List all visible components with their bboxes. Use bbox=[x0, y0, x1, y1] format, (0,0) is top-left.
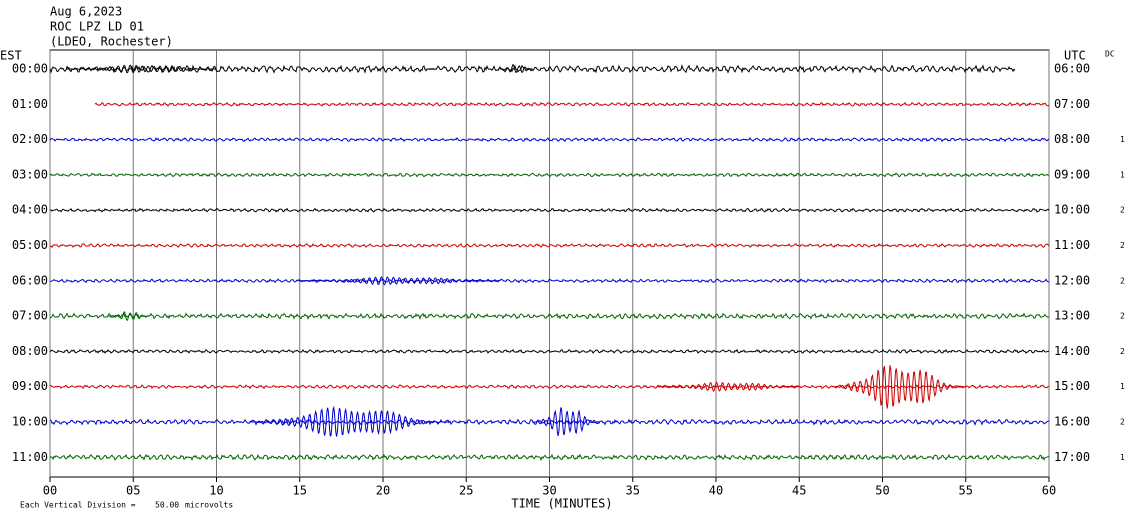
x-tick-label: 00 bbox=[43, 484, 57, 498]
trace bbox=[49, 312, 1050, 321]
burst bbox=[66, 64, 217, 74]
dc-value: 2 bbox=[1120, 206, 1125, 215]
x-tick-label: 40 bbox=[709, 484, 723, 498]
utc-label: 15:00 bbox=[1054, 379, 1090, 393]
est-label: 07:00 bbox=[12, 309, 48, 323]
burst bbox=[108, 310, 150, 322]
utc-label: 13:00 bbox=[1054, 309, 1090, 323]
trace bbox=[49, 136, 1050, 143]
left-zone: EST bbox=[0, 49, 22, 63]
utc-label: 10:00 bbox=[1054, 203, 1090, 217]
trace bbox=[49, 242, 1050, 248]
scale-unit: microvolts bbox=[185, 501, 233, 510]
scale-text: Each Vertical Division = bbox=[20, 501, 136, 510]
x-tick-label: 35 bbox=[626, 484, 640, 498]
trace bbox=[49, 418, 1050, 426]
burst bbox=[299, 276, 500, 286]
trace bbox=[49, 172, 1050, 178]
utc-label: 14:00 bbox=[1054, 344, 1090, 358]
est-label: 02:00 bbox=[12, 132, 48, 146]
x-tick-label: 10 bbox=[209, 484, 223, 498]
x-tick-label: 05 bbox=[126, 484, 140, 498]
dc-value: 1 bbox=[1120, 135, 1125, 144]
trace bbox=[94, 101, 1050, 107]
x-tick-label: 50 bbox=[875, 484, 889, 498]
header-line: Aug 6,2023 bbox=[50, 5, 122, 19]
dc-value: 2 bbox=[1120, 312, 1125, 321]
dc-value: 2 bbox=[1120, 241, 1125, 250]
x-tick-label: 15 bbox=[293, 484, 307, 498]
utc-label: 07:00 bbox=[1054, 97, 1090, 111]
trace bbox=[49, 207, 1050, 213]
utc-label: 06:00 bbox=[1054, 62, 1090, 76]
header-line: (LDEO, Rochester) bbox=[50, 35, 173, 49]
est-label: 09:00 bbox=[12, 379, 48, 393]
est-label: 04:00 bbox=[12, 203, 48, 217]
utc-label: 09:00 bbox=[1054, 167, 1090, 181]
x-tick-label: 55 bbox=[959, 484, 973, 498]
burst bbox=[532, 407, 600, 436]
burst bbox=[657, 381, 800, 392]
trace bbox=[49, 348, 1050, 354]
trace bbox=[49, 453, 1050, 462]
trace bbox=[49, 64, 1016, 74]
utc-label: 11:00 bbox=[1054, 238, 1090, 252]
utc-label: 16:00 bbox=[1054, 415, 1090, 429]
burst bbox=[832, 365, 966, 409]
right-zone: UTC bbox=[1064, 49, 1086, 63]
dc-value: 1 bbox=[1120, 382, 1125, 391]
est-label: 11:00 bbox=[12, 450, 48, 464]
x-tick-label: 45 bbox=[792, 484, 806, 498]
est-label: 08:00 bbox=[12, 344, 48, 358]
x-tick-label: 20 bbox=[376, 484, 390, 498]
dc-value: 1 bbox=[1120, 453, 1125, 462]
est-label: 10:00 bbox=[12, 415, 48, 429]
x-tick-label: 30 bbox=[542, 484, 556, 498]
burst bbox=[249, 405, 450, 437]
utc-label: 12:00 bbox=[1054, 273, 1090, 287]
dc-value: 1 bbox=[1120, 170, 1125, 179]
x-tick-label: 25 bbox=[459, 484, 473, 498]
dc-value: 2 bbox=[1120, 276, 1125, 285]
dc-value: 2 bbox=[1120, 418, 1125, 427]
est-label: 00:00 bbox=[12, 62, 48, 76]
x-axis-label: TIME (MINUTES) bbox=[511, 497, 612, 511]
header-line: ROC LPZ LD 01 bbox=[50, 20, 144, 34]
est-label: 05:00 bbox=[12, 238, 48, 252]
dc-value: 2 bbox=[1120, 347, 1125, 356]
utc-label: 17:00 bbox=[1054, 450, 1090, 464]
trace bbox=[49, 278, 1050, 284]
est-label: 03:00 bbox=[12, 167, 48, 181]
burst bbox=[499, 64, 533, 74]
x-tick-label: 60 bbox=[1042, 484, 1056, 498]
scale-value: 50.00 bbox=[155, 501, 179, 510]
est-label: 06:00 bbox=[12, 273, 48, 287]
est-label: 01:00 bbox=[12, 97, 48, 111]
dc-label: DC bbox=[1105, 50, 1115, 59]
utc-label: 08:00 bbox=[1054, 132, 1090, 146]
